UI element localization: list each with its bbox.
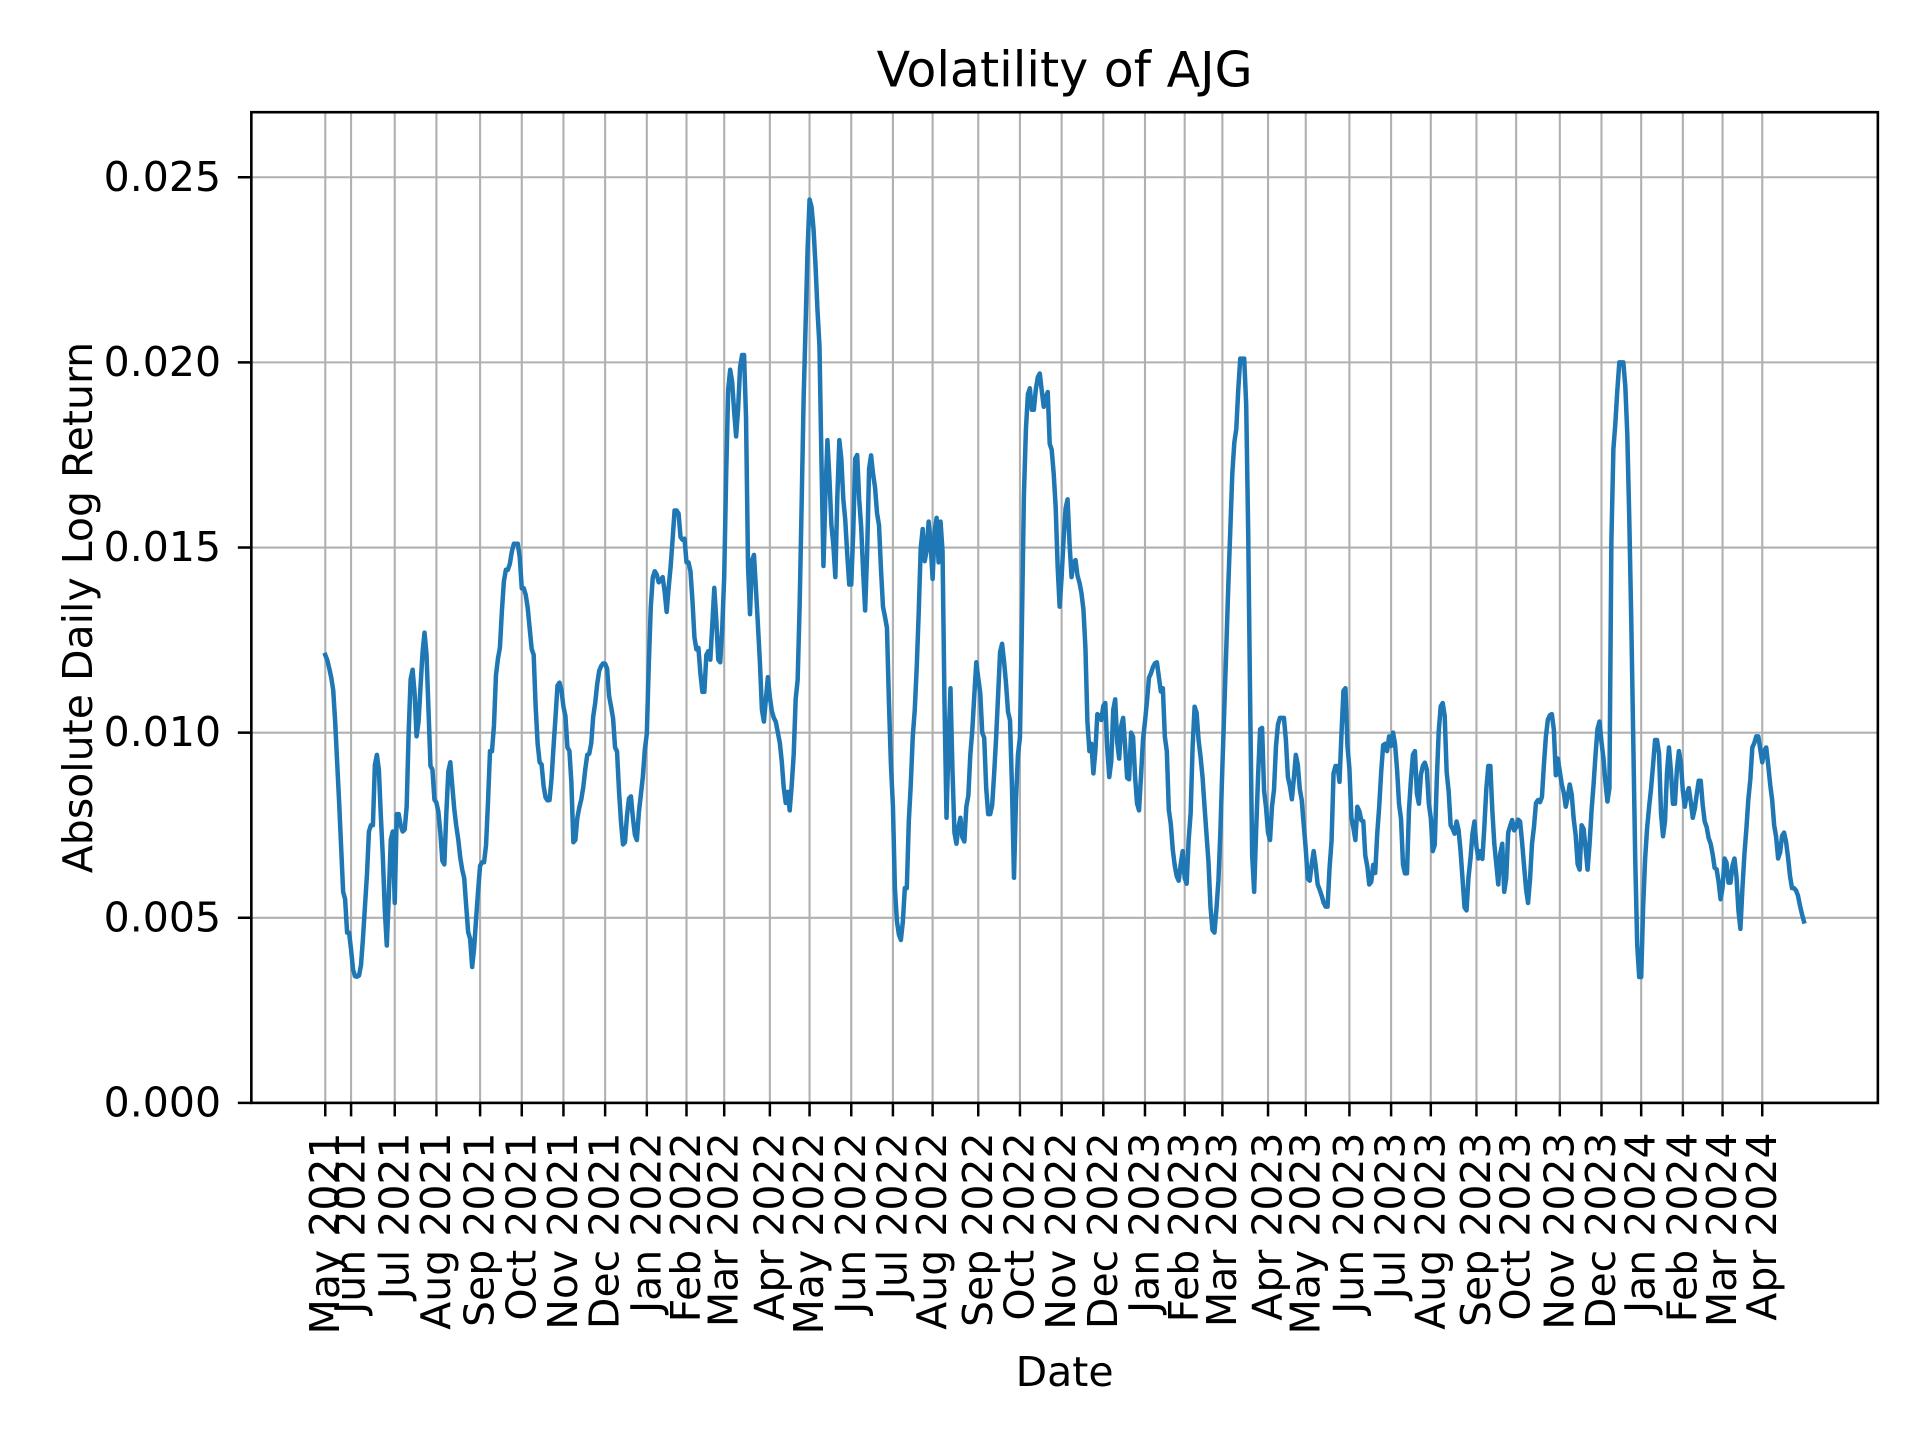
x-tick-label: Jul 2023 <box>1367 1132 1415 1302</box>
axes-spines <box>250 110 1880 1105</box>
x-tick-label: May 2023 <box>1281 1132 1329 1334</box>
x-tick-label: Jun 2021 <box>327 1132 375 1316</box>
x-tick-label: Oct 2022 <box>995 1132 1043 1320</box>
x-tick-label: Dec 2023 <box>1577 1132 1625 1329</box>
x-tick-label: May 2021 <box>301 1132 349 1334</box>
x-tick-label: Dec 2022 <box>1079 1132 1127 1329</box>
series-layer <box>322 197 1807 980</box>
x-tick-label: Apr 2022 <box>745 1132 793 1320</box>
x-tick-label: Mar 2022 <box>700 1132 748 1327</box>
x-tick-label: Apr 2024 <box>1738 1132 1786 1320</box>
x-tick-label: Apr 2023 <box>1244 1132 1292 1320</box>
x-tick-label: Jan 2023 <box>1121 1132 1169 1316</box>
axes-layer <box>237 110 1880 1117</box>
y-tick-label: 0.020 <box>104 338 221 386</box>
x-tick-label: Dec 2021 <box>581 1132 629 1329</box>
x-tick-label: Nov 2022 <box>1037 1132 1085 1329</box>
x-tick-label: Sep 2022 <box>954 1132 1002 1327</box>
y-axis-label: Absolute Daily Log Return <box>54 342 102 873</box>
y-tick-label: 0.015 <box>104 523 221 571</box>
x-tick-label: Jun 2023 <box>1325 1132 1373 1316</box>
x-tick-label: Aug 2021 <box>412 1132 460 1329</box>
y-tick-label: 0.000 <box>104 1078 221 1126</box>
x-tick-label: Mar 2024 <box>1698 1132 1746 1327</box>
x-tick-label: Jul 2021 <box>370 1132 418 1302</box>
x-tick-label: Jul 2022 <box>868 1132 916 1302</box>
y-tick-label: 0.010 <box>104 708 221 756</box>
y-tick-label: 0.005 <box>104 893 221 941</box>
x-tick-label: Mar 2023 <box>1198 1132 1246 1327</box>
x-tick-label: Feb 2022 <box>662 1132 710 1322</box>
x-tick-label: Jun 2022 <box>827 1132 875 1316</box>
x-tick-label: Feb 2023 <box>1160 1132 1208 1322</box>
series-line <box>322 197 1807 980</box>
x-tick-label: Jan 2022 <box>622 1132 670 1316</box>
x-tick-label: Sep 2021 <box>456 1132 504 1327</box>
x-tick-label: Oct 2023 <box>1492 1132 1540 1320</box>
x-tick-label: Oct 2021 <box>497 1132 545 1320</box>
x-tick-label: Jan 2024 <box>1617 1132 1665 1316</box>
x-tick-label: Sep 2023 <box>1452 1132 1500 1327</box>
x-tick-label: May 2022 <box>785 1132 833 1334</box>
x-tick-label: Aug 2022 <box>908 1132 956 1329</box>
x-tick-label: Nov 2023 <box>1535 1132 1583 1329</box>
x-tick-label: Feb 2024 <box>1658 1132 1706 1322</box>
x-tick-label: Nov 2021 <box>539 1132 587 1329</box>
grid-layer <box>251 112 1878 1104</box>
chart-title: Volatility of AJG <box>877 42 1253 99</box>
x-tick-label: Aug 2023 <box>1406 1132 1454 1329</box>
y-tick-label: 0.025 <box>104 153 221 201</box>
x-axis-label: Date <box>1016 1348 1114 1396</box>
